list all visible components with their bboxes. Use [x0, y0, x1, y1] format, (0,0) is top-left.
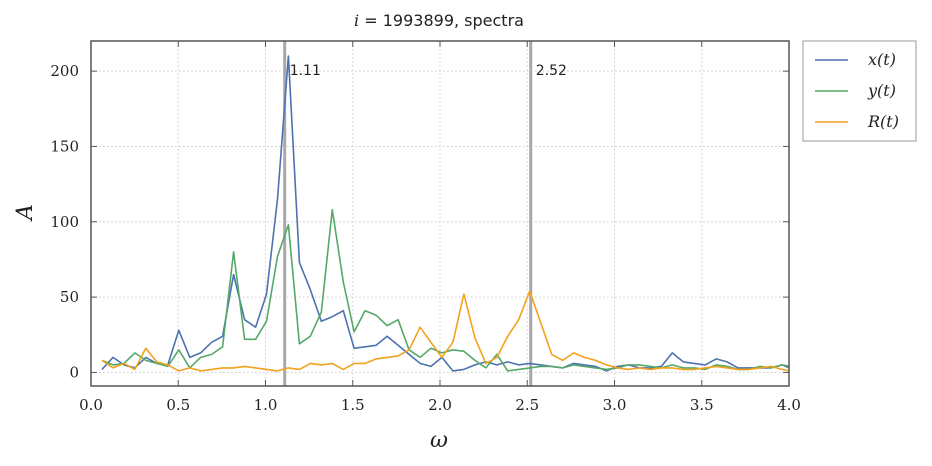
y-tick-label: 50	[60, 288, 79, 306]
y-axis-label: A	[13, 204, 38, 222]
vertical-markers: 1.11 2.52	[283, 41, 567, 386]
axis-ticks: 0.0 0.5 1.0 1.5 2.0 2.5 3.0 3.5 4.0 0 50 100 150 200	[50, 41, 801, 414]
series-line	[101, 55, 790, 372]
vertical-marker-label: 1.11	[290, 63, 321, 79]
grid	[90, 41, 790, 386]
series-lines	[101, 55, 790, 372]
chart-title: i = 1993899, spectra	[354, 11, 524, 30]
x-tick-label: 0.5	[166, 396, 190, 414]
legend-entry-label: y(t)	[867, 81, 896, 100]
legend-entry-label: x(t)	[868, 50, 896, 69]
x-tick-label: 2.5	[515, 396, 539, 414]
y-tick-label: 200	[50, 62, 79, 80]
x-tick-label: 3.0	[603, 396, 627, 414]
x-tick-label: 1.0	[254, 396, 278, 414]
series-line	[101, 208, 790, 372]
vertical-marker-label: 2.52	[536, 63, 567, 79]
x-axis-label: ω	[430, 428, 448, 453]
legend: x(t) y(t) R(t)	[802, 40, 917, 142]
series-line	[101, 290, 790, 372]
legend-entry-label: R(t)	[867, 112, 899, 131]
x-tick-label: 0.0	[79, 396, 103, 414]
x-tick-label: 1.5	[341, 396, 365, 414]
x-tick-label: 2.0	[428, 396, 452, 414]
x-tick-label: 3.5	[690, 396, 714, 414]
y-tick-label: 100	[50, 213, 79, 231]
y-tick-label: 150	[50, 137, 79, 155]
y-tick-label: 0	[69, 363, 79, 381]
x-tick-label: 4.0	[777, 396, 801, 414]
